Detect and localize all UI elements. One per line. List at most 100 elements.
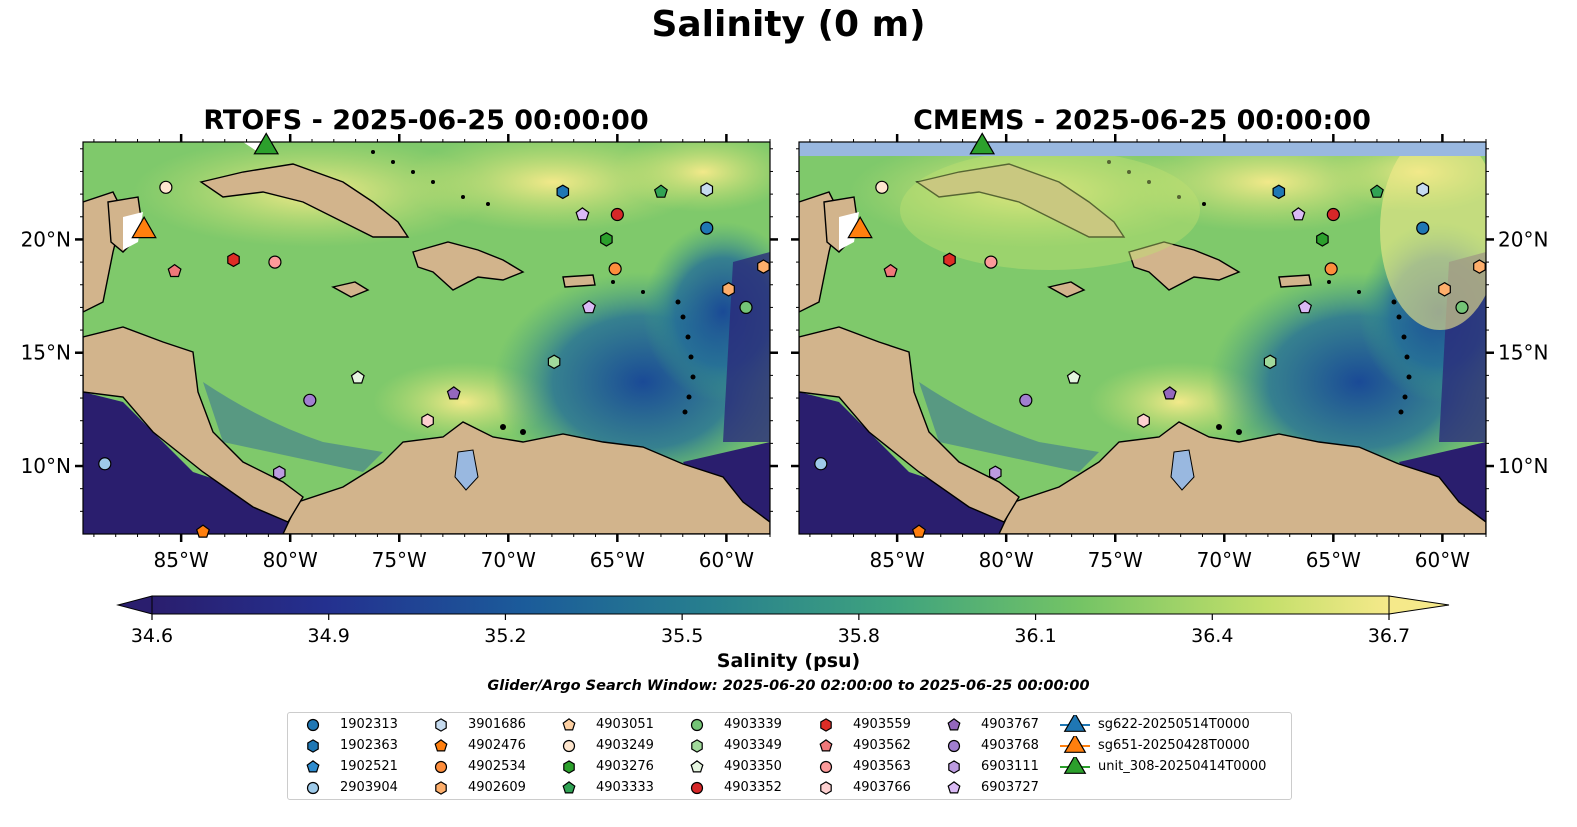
glider-marker [253,132,280,155]
legend: 1902313 1902363 1902521 2903904 3901686 49024… [287,712,1292,800]
lon-tick-label: 75°W [372,548,427,572]
legend-marker [1063,715,1087,732]
lat-tick-label-left: 10°N [21,454,71,478]
legend-marker [306,781,320,795]
lon-tick-label: 65°W [1306,548,1361,572]
legend-label: 4903559 [853,717,911,732]
legend-label: 4902609 [468,780,526,795]
station-marker-4903767 [1162,386,1177,400]
legend-marker [306,718,320,732]
station-marker-4903352 [610,207,624,222]
legend-marker [690,718,704,732]
legend-marker [947,739,961,753]
station-marker-4903249 [159,180,173,194]
glider-marker [847,215,873,239]
lon-tick-label: 75°W [1088,548,1143,572]
station-marker-4903767 [446,386,461,400]
lon-tick-label: 60°W [1415,548,1470,572]
lat-tick-label-right: 10°N [1498,454,1548,478]
legend-label: 4903349 [724,738,782,753]
station-marker-4903559 [227,252,240,268]
station-marker-4903276 [1316,232,1329,247]
legend-label: 4903767 [981,717,1039,732]
legend-label: sg651-20250428T0000 [1098,738,1250,753]
glider-marker [131,215,157,239]
station-marker-4902609 [757,259,770,274]
station-marker-4903333 [653,184,668,198]
legend-label: 4903766 [853,780,911,795]
station-marker-6903727 [1291,207,1306,221]
station-marker-6903727 [581,300,597,314]
glider-marker [969,132,996,155]
station-marker-4902476 [195,524,210,538]
colorbar-tick-label: 35.5 [661,625,703,647]
station-marker-1902363 [1272,184,1286,200]
legend-marker [690,760,704,773]
legend-label: 4902476 [468,738,526,753]
colorbar: 34.6 34.9 35.2 35.5 35.8 36.1 36.4 36.7 [116,595,1450,647]
legend-label: 4903350 [724,759,782,774]
lat-tick-label-right: 20°N [1498,227,1548,251]
station-marker-1902313 [700,221,714,235]
legend-label: 4902534 [468,759,526,774]
colorbar-tick-label: 35.2 [484,625,526,647]
lon-tick-label: 70°W [481,548,536,572]
station-marker-4903349 [547,354,561,370]
station-marker-6903111 [988,465,1002,481]
legend-label: 3901686 [468,717,526,732]
legend-marker [563,760,575,774]
station-marker-4903249 [875,180,889,194]
legend-label: 4903249 [596,738,654,753]
legend-marker [306,760,320,773]
legend-label: 1902313 [340,717,398,732]
station-marker-4903333 [1369,184,1384,198]
legend-marker [948,760,960,774]
station-marker-4903768 [303,393,317,407]
station-marker-3901686 [700,182,714,197]
station-marker-4902534 [608,262,622,276]
station-marker-4902609 [1473,259,1486,274]
lon-tick-label: 85°W [870,548,925,572]
legend-label: 1902521 [340,759,398,774]
lat-tick-label-left: 20°N [21,227,71,251]
legend-label: 4903333 [596,780,654,795]
legend-marker [562,739,576,753]
legend-marker [435,718,447,732]
station-marker-4903339 [1455,300,1469,315]
legend-label: 4903768 [981,738,1039,753]
panel-title-cmems: CMEMS - 2025-06-25 00:00:00 [913,105,1371,136]
station-marker-4903562 [167,263,182,278]
colorbar-tick-label: 35.8 [838,625,880,647]
search-window-text: Glider/Argo Search Window: 2025-06-20 02… [487,678,1090,694]
station-marker-4903562 [883,263,898,278]
lon-tick-label: 60°W [699,548,754,572]
lon-tick-label: 65°W [590,548,645,572]
legend-label: 4903352 [724,780,782,795]
legend-marker [307,739,319,753]
station-marker-4903339 [739,300,753,315]
station-marker-1902313 [1416,221,1430,235]
station-marker-4903563 [268,255,282,269]
station-marker-3901686 [1416,182,1430,197]
colorbar-tick-label: 34.9 [308,625,350,647]
legend-marker [819,739,833,752]
station-marker-6903111 [273,465,286,481]
station-marker-4903352 [1326,207,1340,222]
legend-label: 4903051 [596,717,654,732]
legend-marker [690,781,704,795]
legend-marker [1063,736,1087,753]
legend-label: 6903727 [981,780,1039,795]
lon-tick-label: 80°W [979,548,1034,572]
legend-marker [434,760,448,774]
panel-title-rtofs: RTOFS - 2025-06-25 00:00:00 [203,105,649,136]
station-marker-4902609 [1438,282,1451,297]
colorbar-tick-label: 36.1 [1014,625,1056,647]
station-marker-2903904 [98,457,112,471]
station-marker-4902609 [722,282,735,297]
station-marker-6903727 [575,207,590,221]
legend-marker [562,781,576,794]
colorbar-tick-label: 36.4 [1191,625,1233,647]
legend-label: 4903562 [853,738,911,753]
legend-marker [435,781,447,795]
rtofs-map [83,142,770,534]
